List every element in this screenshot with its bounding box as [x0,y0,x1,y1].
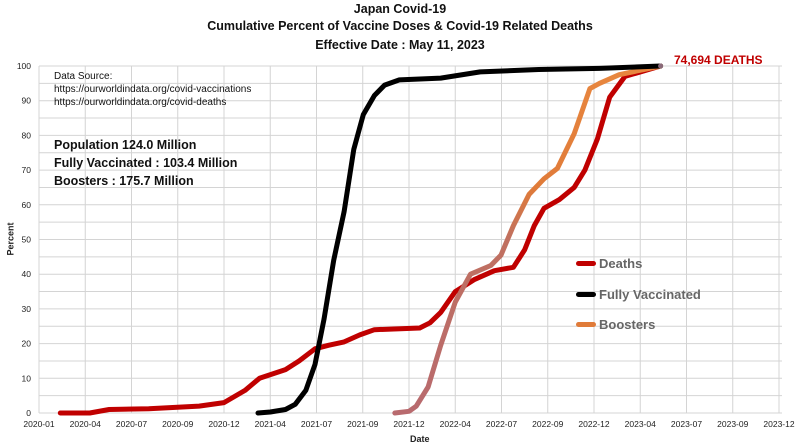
deaths-total-label: 74,694 DEATHS [674,53,763,67]
stats-block: Population 124.0 Million Fully Vaccinate… [54,136,237,190]
legend-swatch-fully-vaccinated [576,292,596,297]
population-stat: Population 124.0 Million [54,138,197,152]
y-tick-label: 70 [22,165,32,175]
data-source-block: Data Source: https://ourworldindata.org/… [54,70,251,109]
x-tick-label: 2023-09 [717,419,748,429]
x-tick-label: 2020-01 [23,419,54,429]
end-point-marker [658,63,664,69]
x-tick-label: 2022-07 [486,419,517,429]
series-line-fully-vaccinated [255,63,664,416]
x-tick-label: 2020-04 [70,419,101,429]
y-axis-title: Percent [5,222,16,256]
x-tick-label: 2022-04 [440,419,471,429]
x-tick-label: 2020-07 [116,419,147,429]
x-tick-label: 2021-12 [393,419,424,429]
y-tick-label: 10 [22,373,32,383]
chart-subtitle: Cumulative Percent of Vaccine Doses & Co… [207,19,593,33]
y-tick-label: 20 [22,339,32,349]
y-tick-label: 30 [22,304,32,314]
x-tick-label: 2023-07 [671,419,702,429]
legend-swatch-boosters [576,322,596,327]
y-tick-label: 0 [26,408,31,418]
legend-swatch-deaths [576,261,596,266]
series-line-deaths [57,63,664,416]
x-tick-label: 2021-09 [347,419,378,429]
x-axis-title: Date [410,434,430,444]
chart-title: Japan Covid-19 [353,2,447,16]
y-tick-label: 50 [22,235,32,245]
legend-label: Deaths [599,256,643,271]
legend-label: Boosters [599,317,656,332]
y-tick-label: 90 [22,96,32,106]
data-source-title: Data Source: [54,71,113,82]
effective-date: Effective Date : May 11, 2023 [315,38,485,52]
boosters-stat: Boosters : 175.7 Million [54,174,194,188]
source-link-vaccinations: https://ourworldindata.org/covid-vaccina… [54,84,252,95]
x-tick-label: 2020-09 [162,419,193,429]
x-tick-label: 2020-12 [208,419,239,429]
fully-vaccinated-stat: Fully Vaccinated : 103.4 Million [54,156,238,170]
y-tick-label: 60 [22,200,32,210]
x-tick-label: 2021-04 [255,419,286,429]
y-tick-label: 40 [22,269,32,279]
legend-item-boosters: Boosters [576,317,655,332]
x-tick-label: 2023-12 [763,419,794,429]
source-link-deaths: https://ourworldindata.org/covid-deaths [54,97,227,108]
x-tick-label: 2022-12 [578,419,609,429]
x-tick-label: 2023-04 [625,419,656,429]
legend-label: Fully Vaccinated [599,287,701,302]
legend-item-deaths: Deaths [576,256,642,271]
y-tick-label: 100 [17,61,31,71]
legend-item-fully-vaccinated: Fully Vaccinated [576,287,701,302]
series-line-boosters [392,63,664,416]
x-tick-label: 2021-07 [301,419,332,429]
y-tick-label: 80 [22,130,32,140]
x-tick-label: 2022-09 [532,419,563,429]
